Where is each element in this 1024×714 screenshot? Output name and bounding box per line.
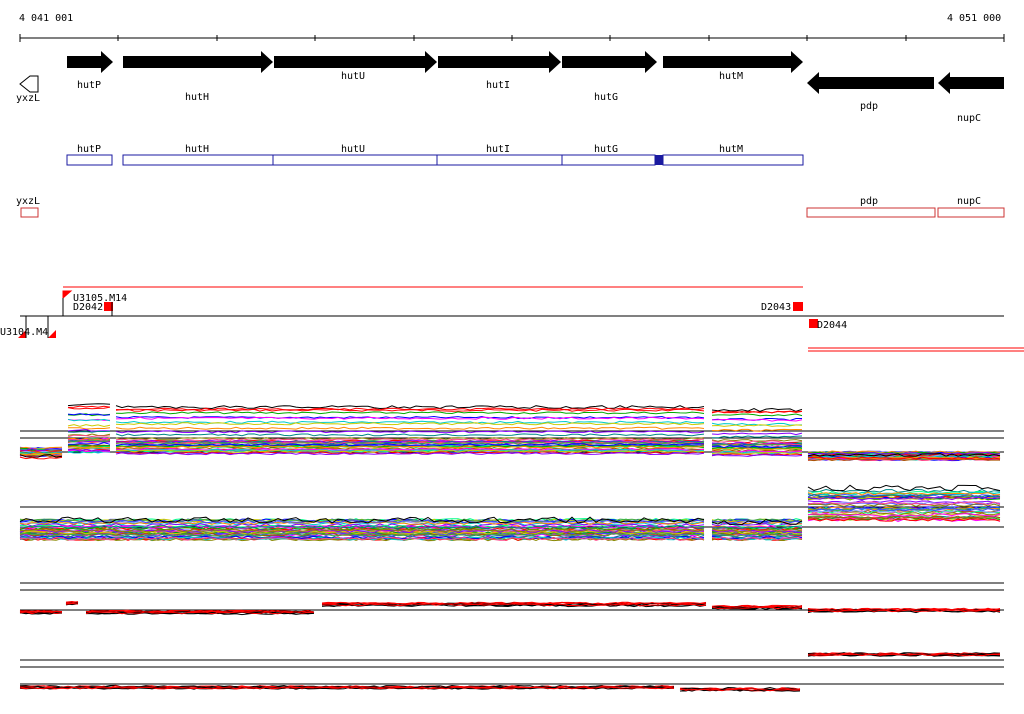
probe-flag-U3104[interactable]	[18, 330, 26, 338]
transcript-box-nupC[interactable]	[937, 207, 1005, 218]
probe-label-U3104: U3104.M4	[0, 327, 48, 338]
transcript-box-hutU[interactable]	[272, 154, 438, 166]
gene-arrow-nupC[interactable]	[938, 72, 1004, 94]
forward-transcripts-track: hutP hutH hutU hutI hutG hutM	[66, 144, 804, 166]
gene-arrow-hutU[interactable]	[274, 51, 437, 73]
probe-box-D2044[interactable]	[809, 319, 818, 328]
expression-panel-forward-selected	[19, 582, 1004, 616]
probe-label-D2042: D2042	[73, 302, 103, 313]
probe-box-D2043[interactable]	[793, 302, 803, 311]
gene-label-pdp: pdp	[860, 101, 878, 112]
coordinate-ruler	[19, 34, 1005, 42]
gene-arrow-hutM[interactable]	[663, 51, 803, 73]
transcript-label-hutH: hutH	[185, 144, 209, 155]
gene-label-hutM: hutM	[719, 71, 743, 82]
transcript-label-hutP: hutP	[77, 144, 101, 155]
transcript-box-hutM[interactable]	[662, 154, 804, 166]
gene-arrow-yxzL[interactable]	[19, 75, 39, 93]
gene-label-nupC: nupC	[957, 113, 981, 124]
gene-arrow-hutI[interactable]	[438, 51, 561, 73]
transcript-label-nupC: nupC	[957, 196, 981, 207]
gene-arrow-hutH[interactable]	[123, 51, 273, 73]
expression-panel-reverse-all	[19, 484, 1004, 542]
transcript-box-hutI[interactable]	[436, 154, 563, 166]
transcript-box-pdp[interactable]	[806, 207, 936, 218]
gene-arrow-pdp[interactable]	[807, 72, 934, 94]
probe-label-U3105: U3105.M14	[73, 293, 127, 304]
transcript-label-hutI: hutI	[486, 144, 510, 155]
transcript-box-yxzL[interactable]	[20, 207, 39, 218]
gene-arrow-hutG[interactable]	[562, 51, 657, 73]
transcript-marker-hutG	[655, 155, 663, 165]
gene-arrow-hutP[interactable]	[67, 51, 113, 73]
gene-label-hutG: hutG	[594, 92, 618, 103]
probe-box-D2042[interactable]	[104, 302, 113, 311]
axis-start-label: 4 041 001	[19, 13, 74, 24]
probe-track: U3105.M14 D2042 U3104.M4 D2043 D2044	[0, 286, 1024, 352]
transcript-label-yxzL: yxzL	[16, 196, 40, 207]
gene-label-hutU: hutU	[341, 71, 365, 82]
probe-flag-U3105[interactable]	[62, 290, 73, 316]
probe-flag-U3104b[interactable]	[48, 330, 56, 338]
gene-label-hutH: hutH	[185, 92, 209, 103]
reverse-transcripts-track: yxzL pdp nupC	[16, 196, 1005, 218]
probe-label-D2044: D2044	[817, 320, 847, 331]
expression-panel-reverse-selected	[19, 652, 1004, 692]
transcript-box-hutP[interactable]	[66, 154, 113, 166]
gene-arrows-track: yxzL hutP hutH hutU hutI hutG hutM pdp n…	[16, 51, 1004, 124]
gene-label-yxzL: yxzL	[16, 93, 40, 104]
transcript-label-hutG: hutG	[594, 144, 618, 155]
probe-label-D2043: D2043	[761, 302, 791, 313]
gene-label-hutP: hutP	[77, 80, 101, 91]
expression-panel-forward-all	[19, 403, 1004, 462]
transcript-label-hutU: hutU	[341, 144, 365, 155]
transcript-label-hutM: hutM	[719, 144, 743, 155]
transcript-box-hutG[interactable]	[561, 154, 656, 166]
transcript-label-pdp: pdp	[860, 196, 878, 207]
transcript-box-hutH[interactable]	[122, 154, 274, 166]
axis-end-label: 4 051 000	[947, 13, 1002, 24]
gene-label-hutI: hutI	[486, 80, 510, 91]
